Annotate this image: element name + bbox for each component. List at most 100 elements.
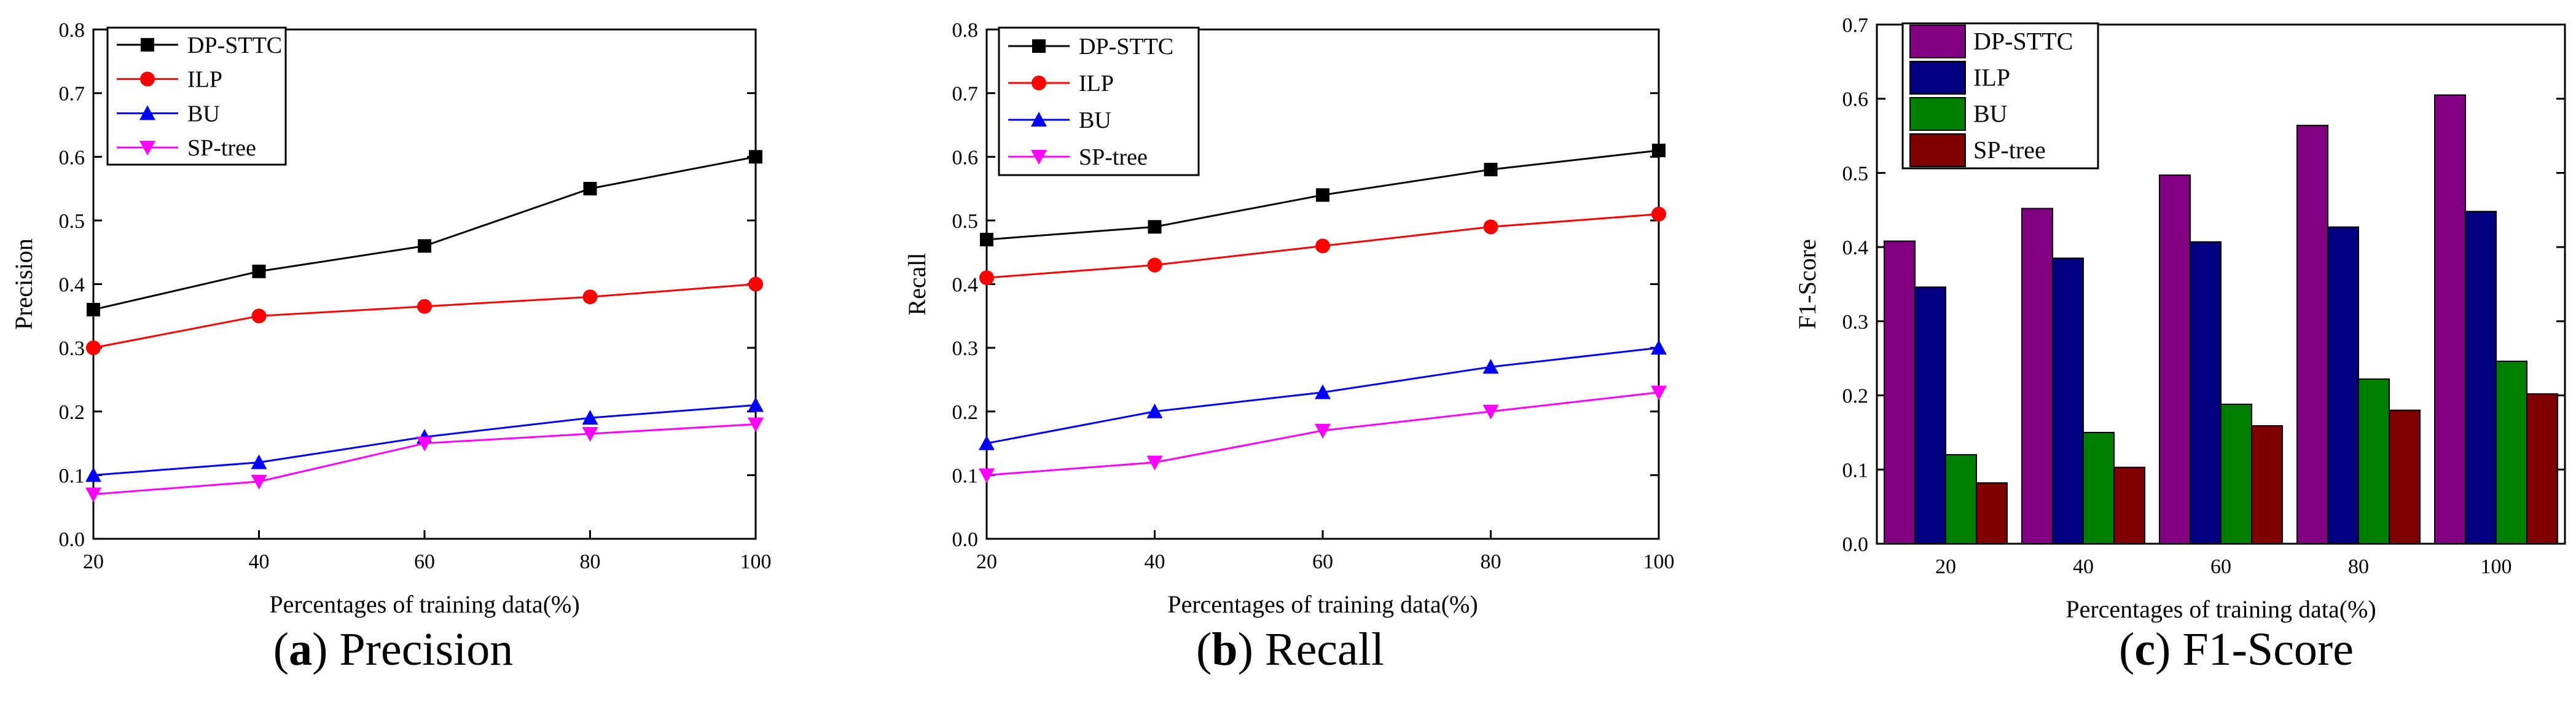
- y-tick-label: 0.3: [1842, 311, 1869, 334]
- data-point-dp-sttc: [252, 264, 266, 278]
- y-tick-label: 0.4: [952, 274, 979, 297]
- data-point-bu: [1651, 340, 1667, 355]
- data-point-dp-sttc: [980, 232, 993, 246]
- legend: DP-STTC ILP BU SP-tree: [998, 26, 1200, 176]
- data-point-ilp: [1651, 206, 1666, 222]
- legend-label: DP-STTC: [1973, 28, 2073, 55]
- x-tick-label: 40: [1145, 550, 1165, 573]
- legend-swatch: [1909, 133, 1966, 168]
- legend-marker: [140, 71, 155, 87]
- data-point-sp-tree: [979, 468, 995, 484]
- x-tick-label: 20: [1935, 555, 1956, 578]
- y-tick-label: 0.4: [59, 274, 85, 297]
- y-tick-label: 0.0: [1842, 533, 1869, 556]
- y-tick-label: 0.1: [59, 464, 85, 487]
- bar-bu: [2496, 361, 2527, 544]
- y-tick-label: 0.8: [59, 19, 85, 42]
- legend-label: SP-tree: [1973, 136, 2046, 164]
- legend-marker: [1031, 112, 1047, 127]
- bar-dp-sttc: [2434, 94, 2466, 544]
- data-point-bu: [979, 435, 995, 450]
- legend-label: DP-STTC: [1079, 34, 1173, 60]
- data-point-bu: [85, 467, 101, 482]
- bar-dp-sttc: [2021, 208, 2053, 545]
- data-point-ilp: [582, 289, 598, 305]
- bar-sp-tree: [1976, 482, 2008, 544]
- data-point-sp-tree: [1482, 404, 1499, 420]
- data-point-bu: [1146, 403, 1163, 418]
- panel-caption: (c) F1-Score: [2119, 624, 2354, 675]
- legend-marker: [1032, 76, 1046, 90]
- y-tick-label: 0.1: [1842, 459, 1869, 482]
- y-axis-label: Recall: [903, 253, 931, 315]
- data-point-dp-sttc: [1484, 162, 1498, 176]
- chart-recall: 0.0 0.1 0.2 0.3 0.4 0.5 0.6 0.7 0.8 Recall Percent…: [903, 19, 1675, 675]
- legend-marker: [139, 141, 155, 156]
- bar-sp-tree: [2113, 466, 2145, 545]
- y-tick-label: 0.1: [952, 464, 979, 487]
- legend-frame: [106, 26, 287, 166]
- bar-ilp: [2052, 257, 2084, 544]
- x-tick-label: 60: [2210, 555, 2231, 578]
- data-point-sp-tree: [417, 436, 433, 452]
- y-tick-label: 0.5: [59, 210, 85, 233]
- bar-dp-sttc: [1884, 240, 1916, 544]
- chart-f1: 0.0 0.1 0.2 0.3 0.4 0.5 0.6 0.7 F1-Score Percenta…: [1793, 14, 2566, 675]
- data-point-ilp: [86, 340, 101, 356]
- y-tick-label: 0.4: [1842, 237, 1869, 259]
- x-tick-label: 40: [2073, 555, 2094, 578]
- x-tick-label: 100: [2481, 555, 2512, 578]
- y-tick-label: 0.3: [59, 337, 85, 360]
- legend-label: SP-tree: [187, 135, 256, 161]
- legend-label: ILP: [1079, 71, 1114, 96]
- y-tick-label: 0.8: [952, 19, 979, 42]
- bar-ilp: [2190, 241, 2222, 544]
- data-point-sp-tree: [1651, 385, 1667, 401]
- data-point-ilp: [1483, 219, 1498, 235]
- y-tick-label: 0.2: [59, 401, 85, 424]
- x-tick-label: 80: [580, 550, 601, 573]
- data-point-sp-tree: [582, 427, 598, 442]
- x-tick-label: 100: [1643, 550, 1675, 573]
- data-point-dp-sttc: [87, 302, 100, 316]
- legend-label: BU: [187, 101, 220, 127]
- legend-swatch: [1909, 60, 1966, 95]
- bar-ilp: [1914, 286, 1946, 544]
- y-axis-label: F1-Score: [1793, 239, 1821, 329]
- series-line-dp-sttc: [93, 155, 756, 311]
- y-tick-label: 0.0: [59, 528, 85, 551]
- bar-sp-tree: [2389, 409, 2421, 545]
- panel-caption: (b) Recall: [1196, 624, 1384, 675]
- y-tick-label: 0.7: [1842, 14, 1869, 37]
- series-line-ilp: [93, 283, 756, 349]
- y-tick-label: 0.5: [952, 210, 979, 233]
- y-axis-label: Precision: [10, 238, 37, 330]
- x-axis-label: Percentages of training data(%): [269, 590, 579, 618]
- bar-dp-sttc: [2296, 125, 2328, 544]
- data-point-dp-sttc: [1148, 220, 1162, 234]
- data-point-sp-tree: [251, 474, 267, 490]
- x-tick-label: 40: [249, 550, 270, 573]
- bar-bu: [2358, 378, 2390, 544]
- data-point-bu: [582, 410, 598, 425]
- legend-label: BU: [1973, 100, 2008, 128]
- legend-label: ILP: [1973, 64, 2010, 92]
- data-point-ilp: [251, 308, 267, 324]
- x-tick-label: 80: [2348, 555, 2369, 578]
- x-axis-label: Percentages of training data(%): [2065, 595, 2376, 623]
- data-point-ilp: [748, 276, 763, 292]
- data-point-sp-tree: [1315, 423, 1331, 439]
- panel-caption: (a) Precision: [273, 624, 513, 675]
- data-point-ilp: [417, 299, 432, 314]
- legend-marker: [1031, 150, 1047, 165]
- y-tick-label: 0.6: [1842, 88, 1869, 111]
- legend: DP-STTC ILP BU SP-tree: [1901, 22, 2099, 170]
- legend-swatch: [1909, 24, 1966, 59]
- y-tick-label: 0.0: [952, 528, 979, 551]
- data-point-ilp: [979, 270, 994, 286]
- bar-bu: [2220, 404, 2252, 544]
- data-point-bu: [1482, 359, 1499, 374]
- legend-label: ILP: [187, 67, 222, 93]
- chart-precision: 0.0 0.1 0.2 0.3 0.4 0.5 0.6 0.7 0.8 Precision Perc…: [10, 19, 772, 675]
- legend-label: BU: [1079, 108, 1111, 133]
